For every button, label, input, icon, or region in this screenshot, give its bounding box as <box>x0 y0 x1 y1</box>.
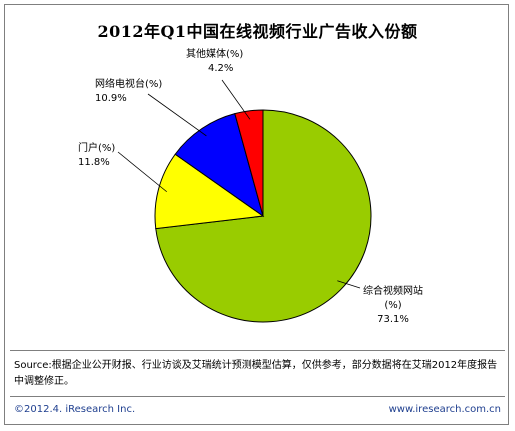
slice-value: 73.1% <box>377 314 409 325</box>
slice-name: 其他媒体 <box>186 49 226 60</box>
website-link[interactable]: www.iresearch.com.cn <box>388 404 501 415</box>
slice-label-综合视频网站: 综合视频网站 (%) 73.1% <box>348 285 438 327</box>
leader-line <box>117 151 168 193</box>
slice-name: 综合视频网站 <box>363 286 423 297</box>
slice-unit: (%) <box>145 79 163 90</box>
slice-unit: (%) <box>384 300 402 311</box>
slice-unit: (%) <box>98 143 116 154</box>
chart-title: 2012年Q1中国在线视频行业广告收入份额 <box>97 22 418 41</box>
slice-value: 4.2% <box>208 63 234 74</box>
chart-frame <box>4 4 509 425</box>
separator-line <box>10 396 505 397</box>
slice-value: 10.9% <box>95 93 127 104</box>
slice-name: 网络电视台 <box>95 79 145 90</box>
pie-slice-网络电视台 <box>174 113 264 218</box>
slice-label-门户: 门户(%) 11.8% <box>78 142 115 170</box>
slice-label-其他媒体: 其他媒体(%) 4.2% <box>186 48 243 76</box>
pie-slice-门户 <box>154 153 265 230</box>
copyright-text: ©2012.4. iResearch Inc. <box>14 404 136 415</box>
leader-line <box>221 79 251 120</box>
separator-line <box>10 350 505 351</box>
pie-slice-其他媒体 <box>234 109 264 217</box>
slice-name: 门户 <box>78 143 98 154</box>
leader-line <box>337 280 361 289</box>
slice-unit: (%) <box>226 49 244 60</box>
slice-value: 11.8% <box>78 157 110 168</box>
source-note: Source:根据企业公开财报、行业访谈及艾瑞统计预测模型估算，仅供参考，部分数… <box>14 360 498 387</box>
slice-label-网络电视台: 网络电视台(%) 10.9% <box>95 78 162 106</box>
leader-line <box>147 93 207 137</box>
